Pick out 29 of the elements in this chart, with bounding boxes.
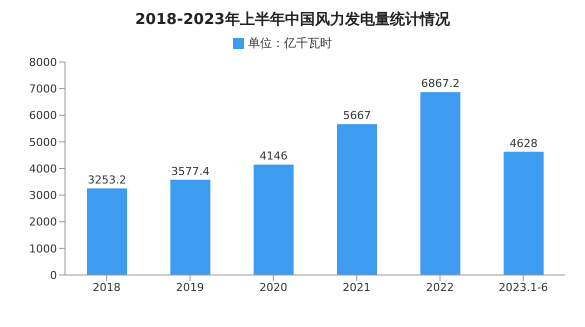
chart-title: 2018-2023年上半年中国风力发电量统计情况 [134, 10, 451, 29]
bar [337, 124, 377, 275]
x-tick-label: 2023.1-6 [498, 280, 548, 294]
bar [420, 92, 460, 275]
data-label: 3577.4 [171, 164, 210, 178]
x-tick-label: 2022 [426, 280, 454, 294]
bar [170, 180, 210, 275]
data-label: 4628 [510, 136, 538, 150]
x-tick-label: 2018 [92, 280, 121, 294]
y-tick-label: 6000 [29, 109, 57, 122]
data-label: 5667 [343, 109, 371, 122]
bar [254, 164, 294, 275]
data-label: 6867.2 [421, 77, 460, 90]
data-label: 4146 [260, 150, 288, 163]
x-tick-label: 2021 [342, 280, 371, 294]
y-tick-label: 7000 [29, 82, 57, 96]
y-tick-label: 3000 [29, 189, 57, 202]
x-tick-label: 2019 [176, 280, 204, 294]
bar [87, 188, 127, 275]
x-tick-label: 2020 [259, 280, 288, 294]
data-label: 3253.2 [88, 173, 126, 186]
y-tick-label: 5000 [29, 136, 57, 149]
y-tick-label: 4000 [29, 162, 57, 176]
y-tick-label: 0 [50, 268, 57, 282]
y-tick-label: 1000 [29, 242, 57, 256]
y-tick-label: 2000 [29, 216, 57, 229]
y-tick-label: 8000 [29, 56, 57, 69]
bar [504, 152, 544, 275]
legend-label: 单位：亿千瓦时 [248, 36, 332, 50]
